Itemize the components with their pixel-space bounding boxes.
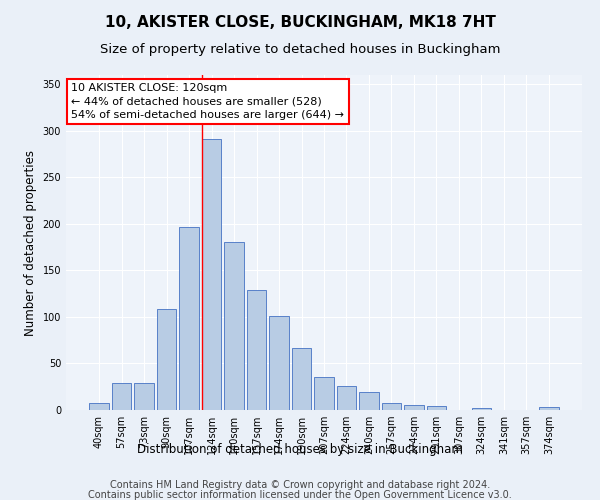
Bar [202, 139, 221, 410]
Text: Contains HM Land Registry data © Crown copyright and database right 2024.: Contains HM Land Registry data © Crown c… [110, 480, 490, 490]
Bar [179, 226, 199, 410]
Bar [359, 392, 379, 410]
Bar [269, 316, 289, 410]
Bar [89, 404, 109, 410]
Text: 10, AKISTER CLOSE, BUCKINGHAM, MK18 7HT: 10, AKISTER CLOSE, BUCKINGHAM, MK18 7HT [104, 15, 496, 30]
Bar [134, 383, 154, 410]
Bar [112, 383, 131, 410]
Text: Size of property relative to detached houses in Buckingham: Size of property relative to detached ho… [100, 42, 500, 56]
Bar [472, 408, 491, 410]
Bar [314, 376, 334, 410]
Text: 10 AKISTER CLOSE: 120sqm
← 44% of detached houses are smaller (528)
54% of semi-: 10 AKISTER CLOSE: 120sqm ← 44% of detach… [71, 84, 344, 120]
Text: Contains public sector information licensed under the Open Government Licence v3: Contains public sector information licen… [88, 490, 512, 500]
Bar [224, 242, 244, 410]
Bar [292, 348, 311, 410]
Bar [427, 406, 446, 410]
Text: Distribution of detached houses by size in Buckingham: Distribution of detached houses by size … [137, 442, 463, 456]
Bar [382, 402, 401, 410]
Bar [157, 308, 176, 410]
Bar [337, 386, 356, 410]
Y-axis label: Number of detached properties: Number of detached properties [24, 150, 37, 336]
Bar [247, 290, 266, 410]
Bar [539, 407, 559, 410]
Bar [404, 406, 424, 410]
